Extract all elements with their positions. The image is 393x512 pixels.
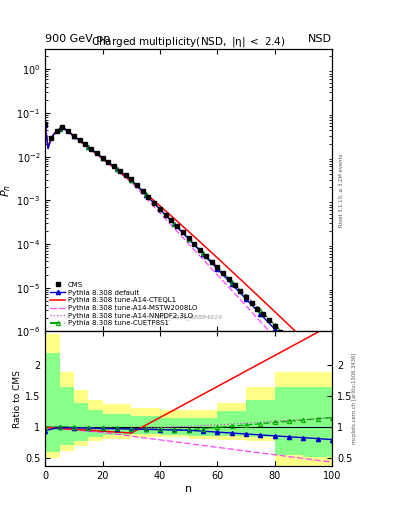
Text: Rivet 3.1.10, ≥ 3.2M events: Rivet 3.1.10, ≥ 3.2M events	[339, 153, 344, 227]
Legend: CMS, Pythia 8.308 default, Pythia 8.308 tune-A14-CTEQL1, Pythia 8.308 tune-A14-M: CMS, Pythia 8.308 default, Pythia 8.308 …	[49, 281, 199, 328]
Text: 900 GeV pp: 900 GeV pp	[45, 33, 110, 44]
X-axis label: n: n	[185, 483, 192, 494]
Text: CMS_2011_S8884919: CMS_2011_S8884919	[154, 314, 223, 320]
Y-axis label: $P_n$: $P_n$	[0, 183, 13, 197]
Y-axis label: Ratio to CMS: Ratio to CMS	[13, 370, 22, 428]
Text: mcplots.cern.ch [arXiv:1306.3436]: mcplots.cern.ch [arXiv:1306.3436]	[352, 353, 357, 444]
Text: NSD: NSD	[308, 33, 332, 44]
Title: Charged multiplicity$\mathregular{(NSD,\ |\eta|\ <\ 2.4)}$: Charged multiplicity$\mathregular{(NSD,\…	[91, 35, 286, 49]
